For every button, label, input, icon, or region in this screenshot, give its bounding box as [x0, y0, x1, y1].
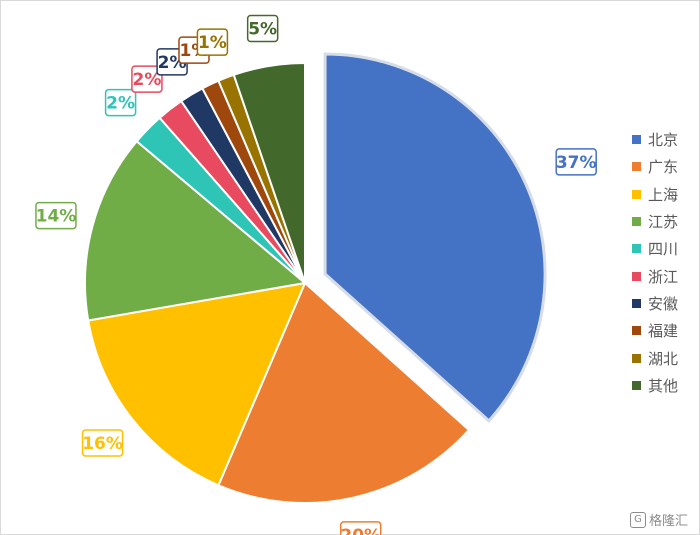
watermark-text: 格隆汇 — [648, 514, 688, 529]
legend-label: 安徽 — [648, 294, 679, 313]
legend-label: 江苏 — [648, 213, 679, 232]
legend-item: 浙江 — [632, 262, 678, 289]
legend-swatch — [632, 271, 641, 281]
legend-item: 湖北 — [632, 344, 678, 371]
pie-slice-广东 — [217, 281, 471, 504]
legend-label: 上海 — [648, 185, 679, 204]
pie-slice-北京 — [323, 52, 547, 424]
pie-slice-上海 — [87, 281, 307, 487]
legend-label: 湖北 — [648, 349, 679, 368]
legend-label: 浙江 — [648, 267, 679, 286]
data-label-text: 5% — [248, 19, 277, 39]
legend-swatch — [632, 189, 641, 199]
legend-swatch — [632, 244, 641, 254]
data-label-广东: 20% — [339, 521, 382, 535]
legend-swatch — [632, 326, 641, 336]
legend-item: 上海 — [632, 181, 678, 208]
legend-item: 其他 — [632, 372, 678, 399]
watermark: G 格隆汇 — [629, 510, 688, 529]
legend-label: 广东 — [648, 158, 679, 177]
data-label-北京: 37% — [555, 148, 597, 176]
legend-swatch — [632, 135, 641, 145]
legend-swatch — [632, 162, 641, 172]
data-label-box — [35, 201, 77, 230]
legend-item: 广东 — [632, 153, 678, 180]
legend-item: 福建 — [632, 317, 678, 344]
legend-swatch — [632, 353, 641, 363]
legend-label: 北京 — [648, 131, 679, 150]
data-label-湖北: 1% — [196, 28, 229, 56]
legend-item: 安徽 — [632, 290, 678, 317]
data-label-box — [81, 429, 124, 457]
data-labels: 37%20%16%14%2%2%2%1%1%5% — [35, 14, 597, 535]
legend-item: 四川 — [632, 235, 678, 262]
data-label-text: 20% — [340, 526, 381, 535]
data-label-text: 37% — [556, 153, 597, 173]
data-label-box — [104, 88, 137, 117]
pie-slice-江苏 — [84, 139, 308, 322]
legend-swatch — [632, 298, 641, 308]
data-label-text: 14% — [36, 207, 77, 227]
legend-item: 北京 — [632, 126, 678, 153]
legend-label: 四川 — [648, 240, 679, 259]
data-label-上海: 16% — [81, 429, 124, 457]
data-label-box — [555, 148, 597, 176]
data-label-text: 1% — [198, 33, 227, 53]
pie-slice-其他 — [232, 61, 306, 284]
legend-label: 其他 — [648, 376, 679, 395]
data-label-四川: 2% — [104, 88, 137, 117]
data-label-其他: 5% — [246, 14, 279, 43]
watermark-logo-icon: G — [629, 511, 646, 528]
pie-slices — [84, 52, 547, 504]
data-label-浙江: 2% — [131, 65, 163, 93]
legend-item: 江苏 — [632, 208, 678, 235]
legend-label: 福建 — [648, 322, 679, 341]
data-label-box — [131, 65, 163, 93]
data-label-box — [246, 14, 279, 43]
data-label-江苏: 14% — [35, 201, 77, 230]
data-label-text: 2% — [106, 94, 135, 114]
chart-legend: 北京广东上海江苏四川浙江安徽福建湖北其他 — [632, 126, 678, 399]
data-label-box — [196, 28, 229, 56]
legend-swatch — [632, 217, 641, 227]
data-label-text: 2% — [132, 70, 161, 90]
data-label-text: 16% — [82, 434, 123, 454]
legend-swatch — [632, 380, 641, 390]
